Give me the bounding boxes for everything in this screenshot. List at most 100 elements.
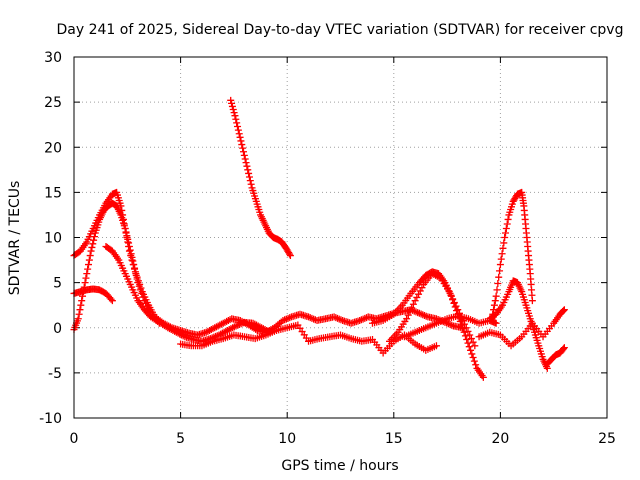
- series-track-11: [486, 277, 551, 372]
- data-point: [452, 302, 460, 310]
- data-point: [247, 180, 255, 188]
- x-tick-label: 0: [70, 431, 79, 447]
- data-point: [493, 286, 501, 294]
- data-point: [497, 255, 505, 263]
- data-point: [459, 325, 467, 333]
- data-point: [245, 169, 253, 177]
- data-point: [404, 311, 412, 319]
- data-point: [469, 338, 477, 346]
- data-point: [123, 232, 131, 240]
- y-tick-label: 5: [53, 276, 62, 292]
- data-point: [408, 304, 416, 312]
- data-point: [128, 253, 136, 261]
- data-point: [470, 357, 478, 365]
- data-point: [286, 250, 294, 258]
- data-point: [228, 99, 236, 107]
- data-point: [469, 354, 477, 362]
- x-tick-label: 20: [491, 431, 509, 447]
- data-point: [231, 112, 239, 120]
- data-point: [492, 319, 500, 327]
- data-point: [243, 162, 251, 170]
- data-point: [494, 280, 502, 288]
- data-point: [502, 229, 510, 237]
- data-point: [125, 239, 133, 247]
- data-point: [233, 119, 241, 127]
- data-point: [229, 106, 237, 114]
- x-tick-label: 5: [176, 431, 185, 447]
- data-point: [75, 310, 83, 318]
- data-point: [403, 315, 411, 323]
- data-point: [447, 291, 455, 299]
- data-point: [245, 173, 253, 181]
- series-track-13: [543, 344, 568, 368]
- data-point: [479, 373, 487, 381]
- data-point: [449, 295, 457, 303]
- data-point: [108, 297, 116, 305]
- data-point: [492, 292, 500, 300]
- data-point: [409, 300, 417, 308]
- data-point: [445, 288, 453, 296]
- y-axis-label: SDTVAR / TECUs: [7, 181, 23, 296]
- data-point: [82, 274, 90, 282]
- data-point: [286, 252, 294, 260]
- data-point: [472, 361, 480, 369]
- data-point: [77, 301, 85, 309]
- data-point: [127, 250, 135, 258]
- data-point: [496, 267, 504, 275]
- data-point: [500, 239, 508, 247]
- data-point: [107, 295, 115, 303]
- data-point: [133, 275, 141, 283]
- x-tick-label: 15: [385, 431, 403, 447]
- data-point: [464, 327, 472, 335]
- data-point: [560, 307, 568, 315]
- data-point: [468, 350, 476, 358]
- data-point: [413, 293, 421, 301]
- series-track-9: [400, 312, 500, 341]
- data-point: [86, 252, 94, 260]
- x-tick-label: 10: [278, 431, 296, 447]
- y-tick-label: 20: [44, 140, 62, 156]
- data-point: [503, 220, 511, 228]
- axis-ticks: 0 5 10 15 20 25 -10 -5 0 5 10 15 20 25 30: [39, 50, 616, 447]
- data-point: [462, 324, 470, 332]
- data-point: [84, 265, 92, 273]
- data-point: [125, 243, 133, 251]
- data-point: [134, 279, 142, 287]
- y-tick-label: 0: [53, 321, 62, 337]
- data-point: [83, 270, 91, 278]
- y-tick-label: 30: [44, 50, 62, 66]
- chart-title: Day 241 of 2025, Sidereal Day-to-day VTE…: [57, 22, 624, 38]
- data-point: [460, 328, 468, 336]
- data-point: [76, 306, 84, 314]
- data-point: [416, 287, 424, 295]
- data-point: [490, 301, 498, 309]
- data-points: [70, 96, 568, 381]
- y-tick-label: -5: [48, 366, 62, 382]
- data-point: [241, 155, 249, 163]
- data-point: [81, 279, 89, 287]
- data-point: [463, 335, 471, 343]
- data-point: [84, 261, 92, 269]
- data-point: [461, 320, 469, 328]
- data-point: [126, 246, 134, 254]
- data-point: [135, 282, 143, 290]
- data-point: [88, 243, 96, 251]
- data-point: [238, 141, 246, 149]
- data-point: [432, 342, 440, 350]
- y-tick-label: 10: [44, 231, 62, 247]
- data-point: [121, 224, 129, 232]
- data-point: [501, 234, 509, 241]
- data-point: [90, 236, 98, 244]
- data-point: [458, 321, 466, 329]
- data-point: [234, 126, 242, 134]
- data-point: [560, 306, 568, 314]
- data-point: [244, 166, 252, 174]
- data-point: [87, 247, 95, 255]
- data-point: [499, 244, 507, 252]
- data-point: [234, 122, 242, 130]
- data-point: [411, 297, 419, 305]
- grid-lines: [74, 57, 607, 418]
- data-point: [495, 273, 503, 281]
- data-point: [131, 264, 139, 272]
